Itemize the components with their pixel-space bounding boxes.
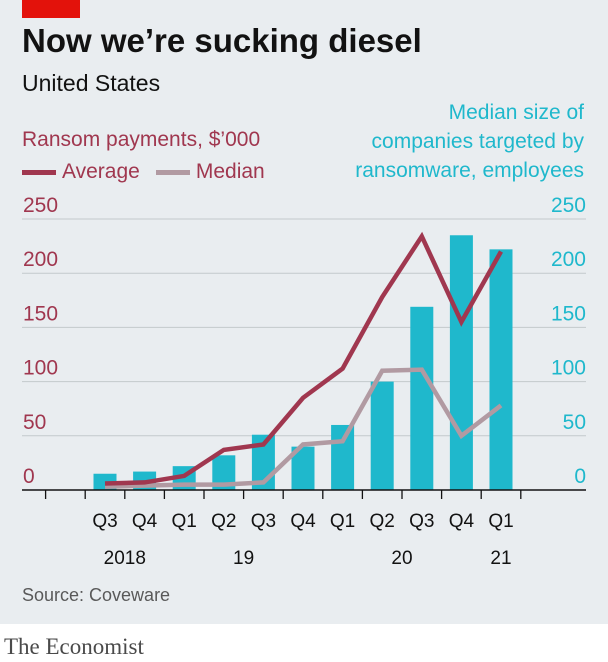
x-tick-label: Q4 [132,511,158,532]
legend-item-median: Median [155,160,265,184]
right-axis-title-line: ransomware, employees [355,159,584,182]
source-note: Source: Coveware [22,585,171,605]
right-tick-label: 100 [551,357,586,380]
bar [212,455,236,490]
x-tick-label: Q3 [409,511,434,532]
right-tick-label: 250 [551,194,586,217]
left-tick-label: 150 [23,302,58,325]
series-line-average [104,231,503,486]
legend-label-median: Median [195,160,265,183]
legend-item-average: Average [22,160,140,184]
right-tick-label: 150 [551,302,586,325]
x-tick-label: Q4 [290,511,316,532]
left-tick-label: 200 [23,248,58,271]
right-axis-title-line: Median size of [448,101,584,124]
left-tick-label: 100 [23,357,58,380]
bar [489,249,513,490]
x-year-label: 20 [391,548,412,569]
bar [370,381,394,490]
right-tick-label: 0 [574,465,586,488]
x-tick-label: Q1 [330,511,355,532]
x-tick-label: Q4 [449,511,475,532]
x-year-label: 2018 [104,548,146,569]
bar [291,446,315,490]
chart-plot: 0 50 100 150 200 250 0 50 100 150 200 250 Q3 Q4 Q1 Q2 Q3… [22,194,586,569]
x-year-label: 19 [233,548,254,569]
x-tick-label: Q3 [251,511,276,532]
series-line-median [104,367,503,489]
right-tick-label: 50 [563,411,586,434]
right-axis-title-line: companies targeted by [371,130,584,153]
right-tick-label: 200 [551,248,586,271]
economist-red-tag [22,0,80,18]
legend-swatch-average [22,169,56,175]
left-tick-label: 250 [23,194,58,217]
legend: Average Median [22,160,281,184]
bar [410,306,434,490]
bar [449,235,473,490]
x-tick-label: Q2 [370,511,395,532]
right-axis-title: Median size of companies targeted by ran… [355,98,584,185]
left-tick-label: 50 [23,411,46,434]
x-tick-label: Q1 [172,511,197,532]
x-tick-label: Q3 [92,511,117,532]
economist-logo-text: The Economist [4,634,144,659]
bar [331,424,355,490]
x-tick-label: Q1 [488,511,513,532]
chart-subtitle: United States [22,70,161,96]
left-tick-label: 0 [23,465,35,488]
x-tick-label: Q2 [211,511,236,532]
legend-label-average: Average [62,160,140,183]
legend-swatch-median [155,169,190,175]
x-year-label: 21 [490,548,511,569]
left-axis-title: Ransom payments, $’000 [22,128,261,151]
chart-title: Now we’re sucking diesel [22,22,422,59]
